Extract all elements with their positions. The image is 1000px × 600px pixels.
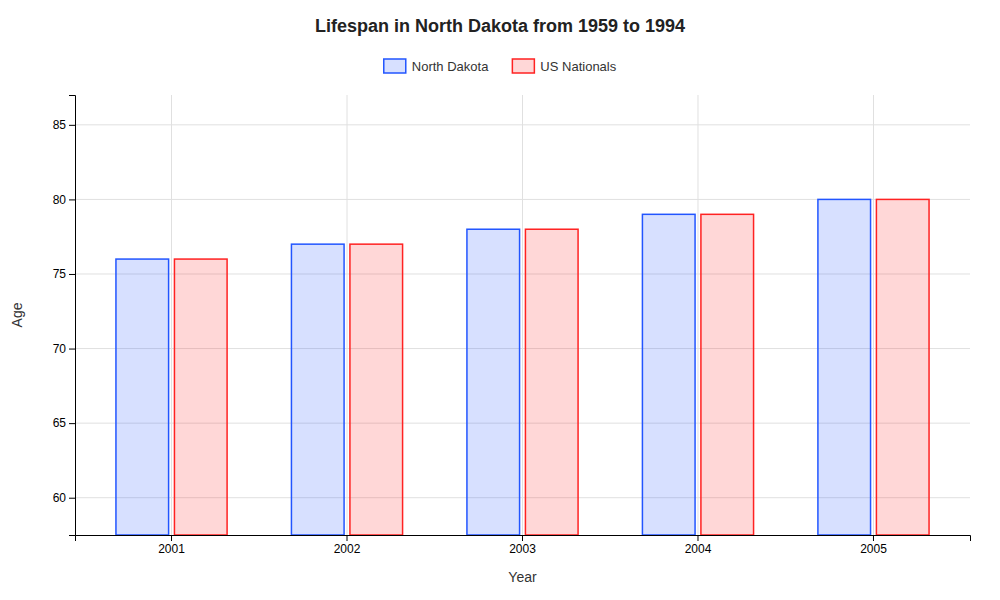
x-grid-line xyxy=(171,95,172,535)
tick-mark xyxy=(697,535,698,541)
bar-series xyxy=(174,199,929,535)
axis-line xyxy=(76,536,971,542)
tick-label: 2003 xyxy=(509,542,536,556)
axis-line xyxy=(69,96,76,536)
bar xyxy=(350,244,403,535)
legend-swatch xyxy=(512,59,534,73)
tick-label: 2002 xyxy=(334,542,361,556)
tick-label: 2004 xyxy=(685,542,712,556)
bars xyxy=(116,199,929,535)
bar xyxy=(467,229,520,535)
tick-mark xyxy=(522,535,523,541)
tick-mark xyxy=(873,535,874,541)
tick-label: 75 xyxy=(53,267,67,281)
y-tick: 85 xyxy=(53,118,75,132)
x-axis-title: Year xyxy=(508,569,537,585)
bar xyxy=(876,199,929,535)
legend-label: US Nationals xyxy=(540,59,616,74)
y-tick: 70 xyxy=(53,342,75,356)
x-tick: 2005 xyxy=(860,535,887,556)
tick-mark xyxy=(347,535,348,541)
tick-label: 2005 xyxy=(860,542,887,556)
y-tick: 60 xyxy=(53,491,75,505)
bar xyxy=(525,229,578,535)
tick-mark xyxy=(69,274,75,275)
legend-swatch xyxy=(384,59,406,73)
tick-label: 65 xyxy=(53,416,67,430)
x-grid-line xyxy=(873,95,874,535)
plot: 2001 2002 2003 2004 2005 60 65 70 75 80 85 xyxy=(53,95,971,556)
tick-mark xyxy=(69,498,75,499)
tick-label: 85 xyxy=(53,118,67,132)
bar xyxy=(818,199,871,535)
tick-label: 2001 xyxy=(158,542,185,556)
legend-item: North Dakota xyxy=(384,59,489,74)
tick-label: 60 xyxy=(53,491,67,505)
y-tick: 75 xyxy=(53,267,75,281)
bar xyxy=(116,259,169,535)
bar xyxy=(701,214,754,535)
legend: North Dakota US Nationals xyxy=(384,59,617,74)
tick-mark xyxy=(171,535,172,541)
x-tick: 2002 xyxy=(334,535,361,556)
y-axis: 60 65 70 75 80 85 xyxy=(53,96,76,536)
x-grid-line xyxy=(522,95,523,535)
tick-mark xyxy=(69,423,75,424)
tick-mark xyxy=(69,125,75,126)
x-grid-line xyxy=(697,95,698,535)
bar xyxy=(174,259,227,535)
x-tick: 2003 xyxy=(509,535,536,556)
tick-label: 70 xyxy=(53,342,67,356)
y-tick: 80 xyxy=(53,193,75,207)
title: Lifespan in North Dakota from 1959 to 19… xyxy=(315,16,685,36)
x-axis: 2001 2002 2003 2004 2005 xyxy=(76,535,971,556)
grid xyxy=(75,95,970,535)
chart: 2001 2002 2003 2004 2005 60 65 70 75 80 85 Year Age L… xyxy=(0,0,1000,600)
legend-label: North Dakota xyxy=(412,59,489,74)
bar xyxy=(291,244,344,535)
y-axis-title: Age xyxy=(9,302,25,327)
tick-mark xyxy=(69,199,75,200)
x-tick: 2001 xyxy=(158,535,185,556)
x-grid-line xyxy=(347,95,348,535)
tick-mark xyxy=(69,349,75,350)
bar-series xyxy=(116,199,871,535)
y-tick: 65 xyxy=(53,416,75,430)
bar xyxy=(642,214,695,535)
tick-label: 80 xyxy=(53,193,67,207)
legend-item: US Nationals xyxy=(512,59,616,74)
x-tick: 2004 xyxy=(685,535,712,556)
